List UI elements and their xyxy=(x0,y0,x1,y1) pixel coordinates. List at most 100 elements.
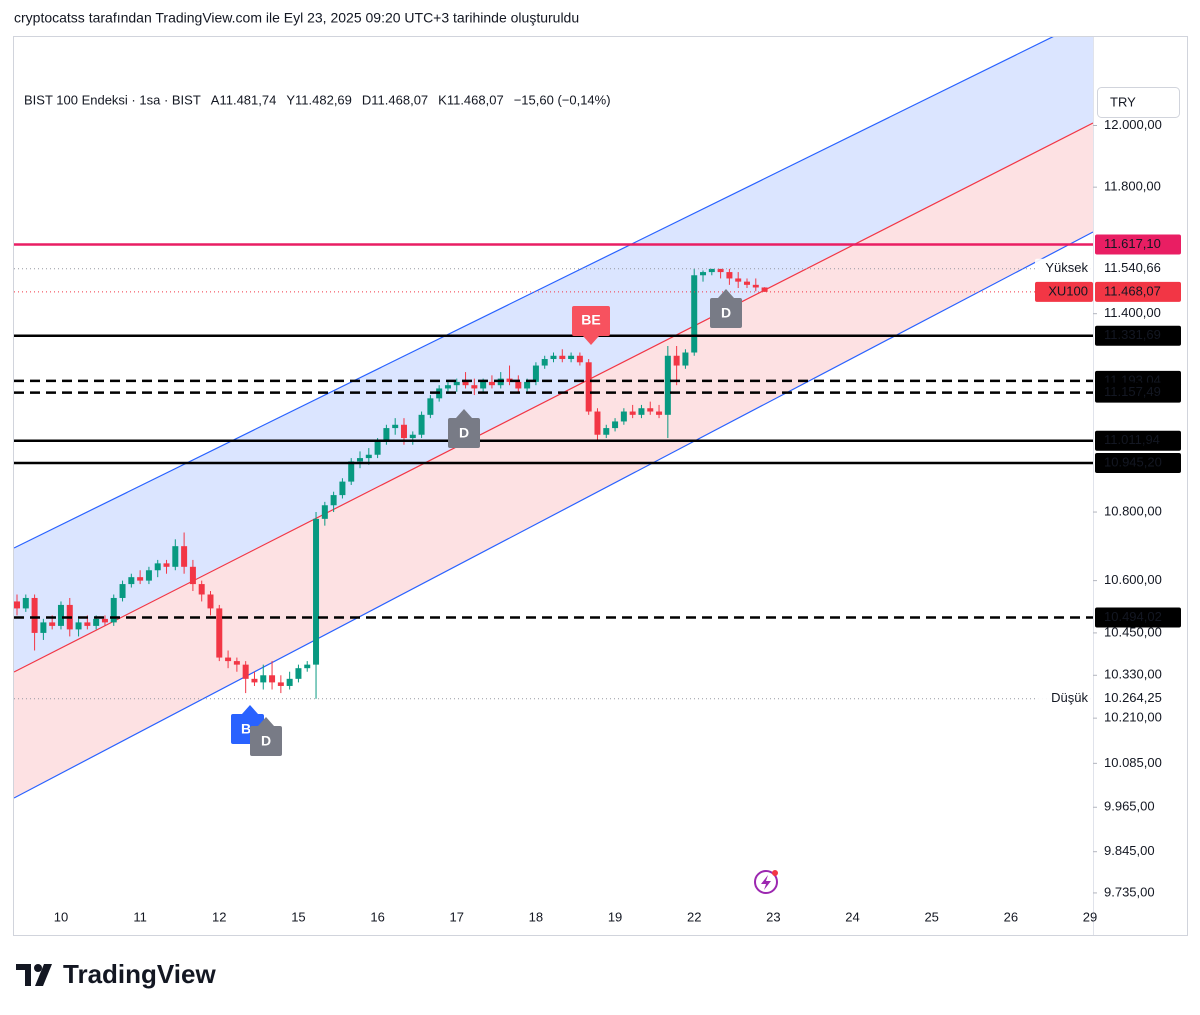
candle-body xyxy=(225,657,232,662)
channel-lower-fill xyxy=(14,123,1093,798)
channel-lower xyxy=(14,231,1093,799)
price-tag-name: Yüksek xyxy=(1045,260,1088,275)
marker-text: B xyxy=(241,721,251,737)
candle-body xyxy=(392,424,399,429)
candle-body xyxy=(603,428,610,435)
brand-logo xyxy=(16,964,52,986)
legend-text: BIST 100 Endeksi · 1sa · BIST xyxy=(24,92,201,107)
level-label: 11.157,49 xyxy=(1104,384,1161,399)
price-tag-name-bg xyxy=(1035,688,1093,709)
y-tick-label: 9.735,00 xyxy=(1104,884,1155,899)
candle-body xyxy=(726,272,733,279)
candle-body xyxy=(57,604,64,626)
candle-body xyxy=(269,675,276,683)
candle-body xyxy=(488,381,495,386)
marker-text: D xyxy=(459,425,469,441)
x-tick-label: 17 xyxy=(450,909,464,924)
currency-button[interactable] xyxy=(1097,87,1180,118)
x-tick-label: 12 xyxy=(212,909,226,924)
y-tick-label: 10.330,00 xyxy=(1104,667,1162,682)
candle-body xyxy=(330,495,337,506)
y-tick-label: 11.400,00 xyxy=(1104,305,1161,320)
candle-body xyxy=(735,278,742,282)
candle-body xyxy=(172,546,179,567)
candle-body xyxy=(242,664,249,679)
candle-body xyxy=(286,678,293,686)
candle-body xyxy=(656,411,663,415)
candle-body xyxy=(84,622,91,626)
candle-body xyxy=(620,411,627,422)
candle-body xyxy=(418,414,425,435)
candle-body xyxy=(181,546,188,567)
level-label-bg xyxy=(1095,453,1181,474)
candle-body xyxy=(427,398,434,415)
y-tick-label: 9.845,00 xyxy=(1104,843,1155,858)
marker-badge xyxy=(250,717,282,756)
x-tick-label: 29 xyxy=(1083,909,1097,924)
legend-text: 11.482,69 xyxy=(295,92,352,107)
candle-body xyxy=(198,584,205,595)
candle-body xyxy=(374,441,381,455)
candle-body xyxy=(145,570,152,581)
marker-badge xyxy=(710,289,742,328)
candle-body xyxy=(93,618,100,626)
candle-body xyxy=(691,275,698,353)
candle-body xyxy=(708,268,715,273)
marker-text: D xyxy=(261,733,271,749)
x-tick-label: 16 xyxy=(370,909,384,924)
legend-text: D xyxy=(362,92,371,107)
candle-body xyxy=(664,355,671,415)
candle-body xyxy=(163,563,170,567)
price-tag-name: Düşük xyxy=(1051,690,1088,705)
candle-body xyxy=(444,385,451,389)
candle-body xyxy=(585,362,592,412)
level-label: 10.945,20 xyxy=(1104,454,1162,469)
candles xyxy=(14,268,1093,700)
price-tag-name: XU100 xyxy=(1048,283,1088,298)
level-label-bg xyxy=(1095,325,1181,346)
price-tag-bg xyxy=(1095,258,1181,279)
credit: cryptocatss tarafından TradingView.com i… xyxy=(14,10,579,26)
candle-body xyxy=(532,365,539,382)
candle-body xyxy=(524,381,531,389)
y-tick-label: 10.085,00 xyxy=(1104,755,1162,770)
candle-body xyxy=(480,381,487,389)
y-tick-label: 10.210,00 xyxy=(1104,710,1162,725)
legend-text: 11.468,07 xyxy=(447,92,504,107)
x-tick-label: 24 xyxy=(845,909,859,924)
candle-body xyxy=(357,458,364,462)
candle-body xyxy=(348,461,355,482)
markers: B D D BE D xyxy=(231,289,742,756)
candle-body xyxy=(189,566,196,585)
replay-icon[interactable] xyxy=(754,870,778,894)
candle-body xyxy=(568,355,575,360)
candle-body xyxy=(506,378,513,382)
level-label: 11.011,94 xyxy=(1104,432,1160,447)
level-label: 11.331,69 xyxy=(1104,327,1161,342)
price-tag-value: 11.540,66 xyxy=(1104,260,1161,275)
candle-body xyxy=(128,577,135,585)
candle-body xyxy=(251,678,258,683)
price-tag-value: 11.468,07 xyxy=(1104,283,1161,298)
candle-body xyxy=(14,601,20,609)
candle-body xyxy=(682,352,689,366)
candle-body xyxy=(110,597,117,623)
candle-body xyxy=(559,355,566,360)
marker-text: BE xyxy=(581,312,600,328)
currency[interactable]: TRY xyxy=(1110,94,1136,109)
candle-body xyxy=(752,284,759,288)
candle-body xyxy=(761,287,768,292)
candle-body xyxy=(400,424,407,439)
candle-body xyxy=(233,661,240,665)
candle-body xyxy=(515,381,522,389)
x-tick-label: 22 xyxy=(687,909,701,924)
level-label-bg xyxy=(1095,607,1181,628)
candle-body xyxy=(321,505,328,519)
legend-text: K xyxy=(438,92,447,107)
candle-body xyxy=(673,355,680,366)
level-label-bg xyxy=(1095,430,1181,451)
candle-body xyxy=(304,664,311,669)
x-tick-label: 23 xyxy=(766,909,780,924)
level-label: 10.494,02 xyxy=(1104,609,1162,624)
